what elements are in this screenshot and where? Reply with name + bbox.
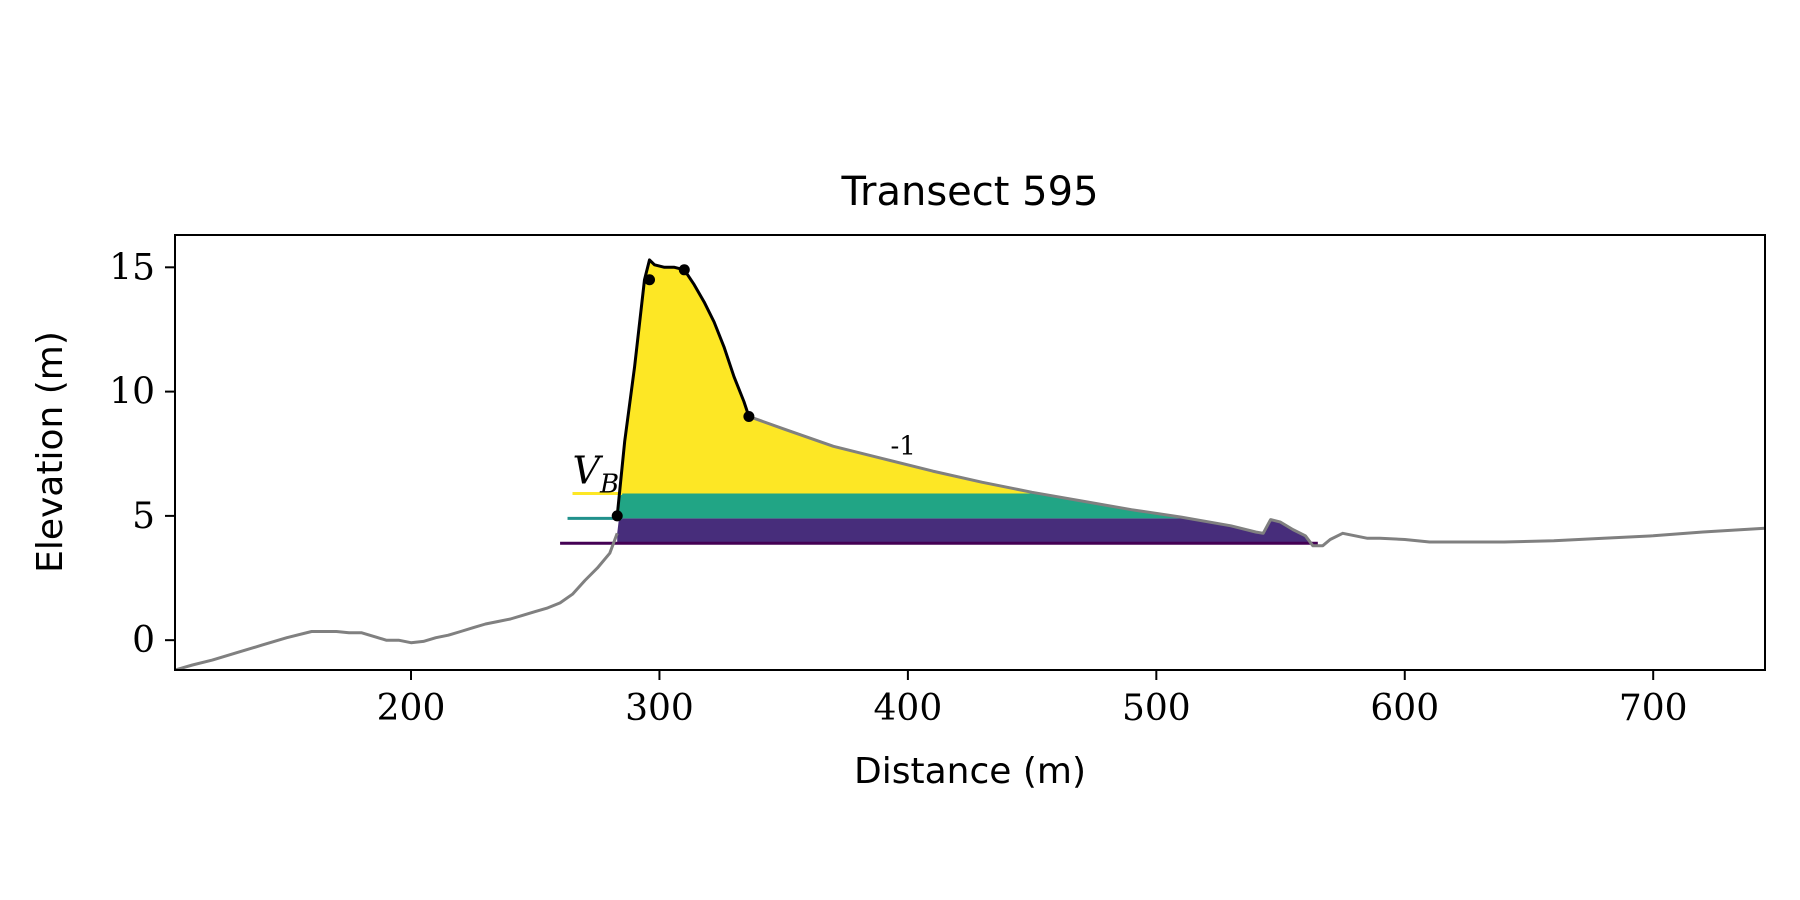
- plot-area: [175, 258, 1765, 670]
- x-tick-label: 400: [874, 688, 943, 729]
- annotation-1: -1: [891, 432, 916, 462]
- y-tick-label: 0: [132, 620, 155, 661]
- dune-marker: [611, 510, 623, 522]
- dune-marker: [678, 264, 690, 276]
- y-tick-label: 5: [132, 496, 155, 537]
- x-tick-label: 300: [625, 688, 694, 729]
- dune-marker: [743, 410, 755, 422]
- annotation-0: VB: [573, 449, 620, 500]
- profile-line-1: [748, 415, 1765, 548]
- x-tick-label: 700: [1619, 688, 1688, 729]
- dune-marker: [644, 274, 656, 286]
- plot-frame: [174, 234, 1766, 671]
- chart-title: Transect 595: [840, 169, 1098, 215]
- volume-band-2: [617, 260, 1057, 494]
- y-tick-label: 15: [109, 247, 155, 288]
- annotations: VB -1: [573, 432, 916, 500]
- volume-band-0: [617, 518, 1318, 544]
- profile-line-0: [175, 532, 619, 670]
- y-tick-label: 10: [109, 372, 155, 413]
- y-axis-label: Elevation (m): [30, 331, 71, 573]
- volume-band-1: [617, 493, 1211, 519]
- x-axis: 200 300 400 500 600 700: [377, 670, 1688, 729]
- y-axis: 0 5 10 15: [109, 247, 175, 661]
- x-tick-label: 200: [377, 688, 446, 729]
- x-axis-label: Distance (m): [854, 751, 1086, 792]
- x-tick-label: 600: [1370, 688, 1439, 729]
- x-tick-label: 500: [1122, 688, 1191, 729]
